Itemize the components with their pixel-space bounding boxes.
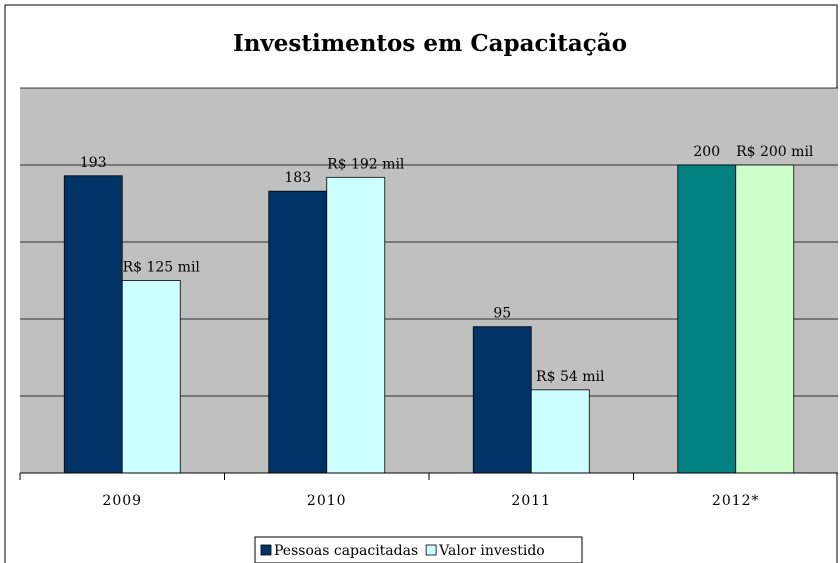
chart-title: Investimentos em Capacitação <box>233 30 627 57</box>
x-tick-label: 2009 <box>102 493 142 509</box>
bar <box>326 176 386 474</box>
bar <box>530 389 590 474</box>
bar <box>472 326 532 474</box>
legend-swatch <box>260 544 272 556</box>
data-label: R$ 125 mil <box>123 260 201 276</box>
data-label: R$ 200 mil <box>736 144 814 160</box>
legend-label: Pessoas capacitadas <box>274 543 418 559</box>
legend-label: Valor investido <box>438 543 545 559</box>
bar <box>735 164 795 474</box>
legend-swatch <box>425 544 437 556</box>
data-label: R$ 192 mil <box>327 156 405 172</box>
x-tick-label: 2011 <box>511 493 551 509</box>
x-tick-label: 2010 <box>307 493 347 509</box>
legend-box <box>254 536 583 563</box>
data-label: R$ 54 mil <box>536 369 605 385</box>
x-tick-label: 2012* <box>712 493 760 509</box>
data-label: 95 <box>493 306 511 322</box>
data-label: 183 <box>284 170 311 186</box>
bar <box>268 190 328 474</box>
bar <box>677 164 737 474</box>
data-label: 193 <box>80 155 107 171</box>
bar <box>121 280 181 474</box>
data-label: 200 <box>693 144 720 160</box>
bar <box>63 175 123 474</box>
